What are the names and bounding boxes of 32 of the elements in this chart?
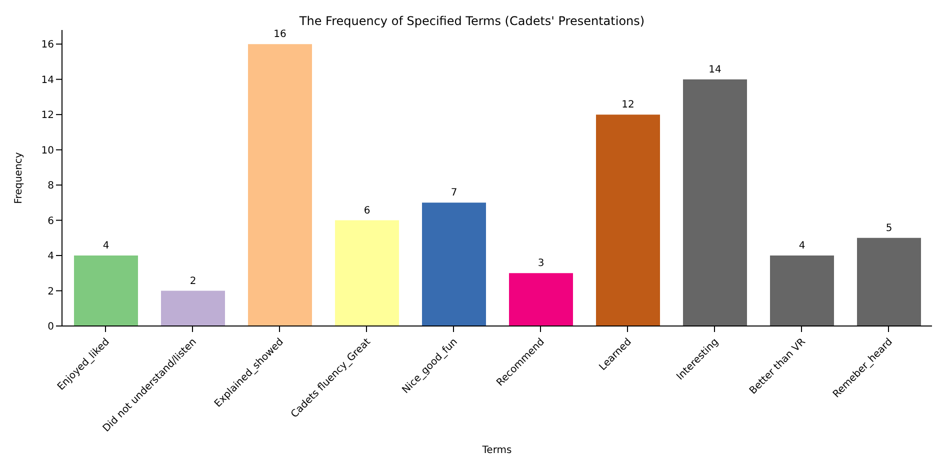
data-label: 7	[450, 188, 458, 199]
chart-title: The Frequency of Specified Terms (Cadets' Presentations)	[298, 14, 646, 28]
bar	[422, 202, 486, 326]
data-label: 16	[274, 29, 286, 40]
data-label: 2	[190, 276, 196, 287]
bar	[596, 114, 660, 326]
y-tick-label: 0	[48, 322, 54, 333]
x-axis-title: Terms	[481, 445, 512, 456]
bar	[683, 79, 747, 326]
bar	[857, 238, 921, 326]
bar	[74, 256, 138, 326]
y-axis-title: Frequency	[14, 152, 25, 204]
y-tick-label: 10	[41, 145, 54, 156]
data-label: 6	[364, 205, 370, 216]
data-label: 4	[102, 240, 110, 252]
bar	[770, 256, 834, 326]
y-tick-label: 14	[41, 74, 54, 86]
bar	[248, 44, 312, 326]
bar	[509, 273, 573, 326]
y-tick-label: 12	[41, 110, 54, 122]
y-tick-label: 6	[48, 216, 54, 227]
data-label: 3	[538, 258, 544, 270]
data-label: 14	[708, 64, 722, 76]
y-tick-label: 8	[48, 180, 54, 192]
y-tick-label: 16	[41, 40, 54, 51]
y-tick-label: 2	[48, 286, 54, 298]
bar	[161, 290, 225, 326]
data-label: 12	[622, 100, 634, 111]
data-label: 4	[798, 240, 806, 252]
bar	[335, 220, 399, 326]
data-label: 5	[886, 222, 892, 234]
y-tick-label: 4	[48, 251, 54, 262]
